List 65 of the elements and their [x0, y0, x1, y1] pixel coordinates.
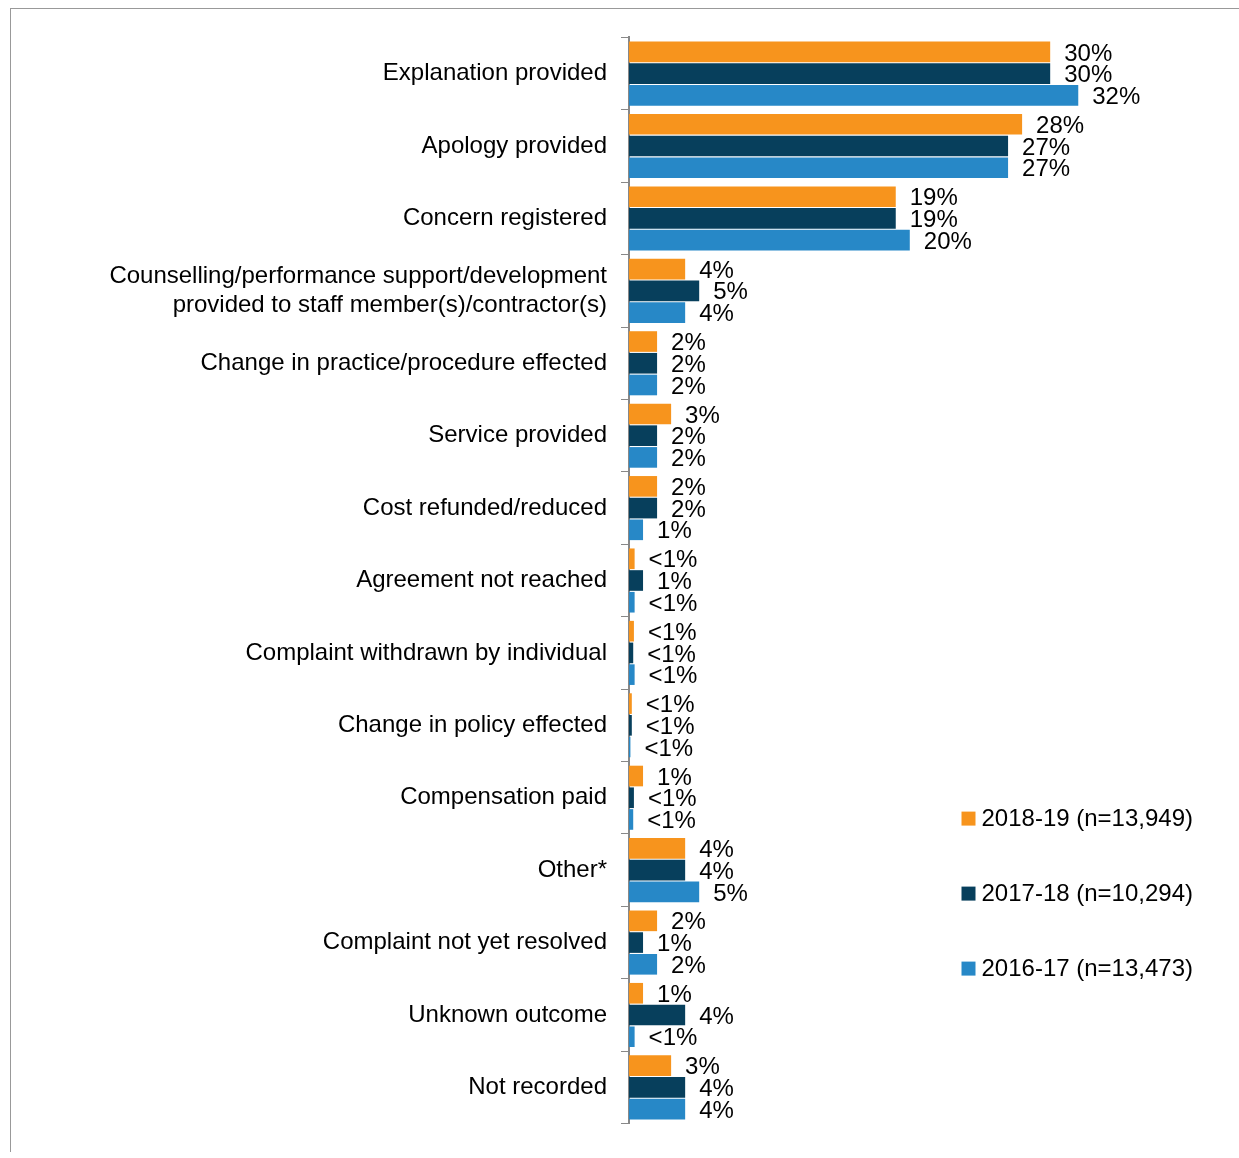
y-tick-label: Agreement not reached [356, 565, 607, 593]
bar [629, 113, 1023, 135]
bar [629, 425, 658, 446]
bar [629, 838, 686, 859]
bar [629, 157, 1009, 179]
bar [629, 280, 700, 302]
bar [629, 664, 635, 685]
y-tick-label: Not recorded [468, 1072, 607, 1100]
bar [629, 1077, 686, 1098]
bar [629, 1026, 635, 1048]
y-tick-label: Unknown outcome [408, 999, 607, 1027]
legend-label: 2018-19 (n=13,949) [981, 804, 1193, 832]
legend-label: 2017-18 (n=10,294) [981, 879, 1193, 907]
bar [629, 910, 658, 932]
bar [629, 548, 635, 570]
y-tick-label: Concern registered [402, 203, 607, 231]
y-tick-label: Counselling/performance support/development provided to staff member(s)/contractor(s) [109, 261, 608, 317]
y-tick-label: Complaint withdrawn by individual [245, 637, 607, 665]
bar [629, 447, 658, 468]
bar [629, 302, 686, 323]
bar [629, 953, 658, 975]
y-tick-label: Change in practice/procedure effected [200, 347, 607, 375]
data-label: 4% [699, 1001, 734, 1029]
y-tick-label: Other* [537, 854, 607, 882]
legend-label: 2016-17 (n=13,473) [981, 954, 1193, 982]
bar [629, 591, 635, 613]
bar [629, 881, 700, 903]
bar [629, 258, 686, 280]
data-label: 1% [657, 979, 692, 1007]
bar [629, 63, 1051, 84]
bar [629, 403, 672, 425]
bar [629, 1004, 686, 1026]
bar [629, 859, 686, 881]
bar [629, 1055, 672, 1076]
y-tick-label: Cost refunded/reduced [362, 492, 607, 520]
bar [629, 693, 632, 714]
y-tick-label: Apology provided [421, 130, 607, 158]
bar [629, 85, 1079, 106]
y-tick-label: Complaint not yet resolved [322, 927, 607, 955]
bar [629, 642, 634, 664]
bar [629, 620, 634, 642]
bar [629, 229, 910, 251]
bar [629, 570, 644, 591]
y-tick-label: Compensation paid [400, 782, 607, 810]
bar [629, 1098, 686, 1120]
bar [629, 765, 644, 787]
bar [629, 186, 896, 208]
bar [629, 331, 658, 352]
bar [629, 135, 1009, 157]
bar [629, 352, 658, 374]
data-label: <1% [648, 1023, 698, 1051]
y-tick-label: Service provided [428, 420, 607, 448]
bar [629, 41, 1051, 63]
bar [629, 809, 634, 830]
bar [629, 208, 896, 229]
y-tick-label: Change in policy effected [337, 709, 607, 737]
bar [629, 497, 658, 519]
bar [629, 715, 632, 736]
bar [629, 982, 644, 1004]
bar [629, 787, 634, 809]
y-tick-label: Explanation provided [382, 58, 607, 86]
bar [629, 374, 658, 396]
bar [629, 519, 644, 541]
bar [629, 476, 658, 497]
bar [629, 932, 644, 953]
